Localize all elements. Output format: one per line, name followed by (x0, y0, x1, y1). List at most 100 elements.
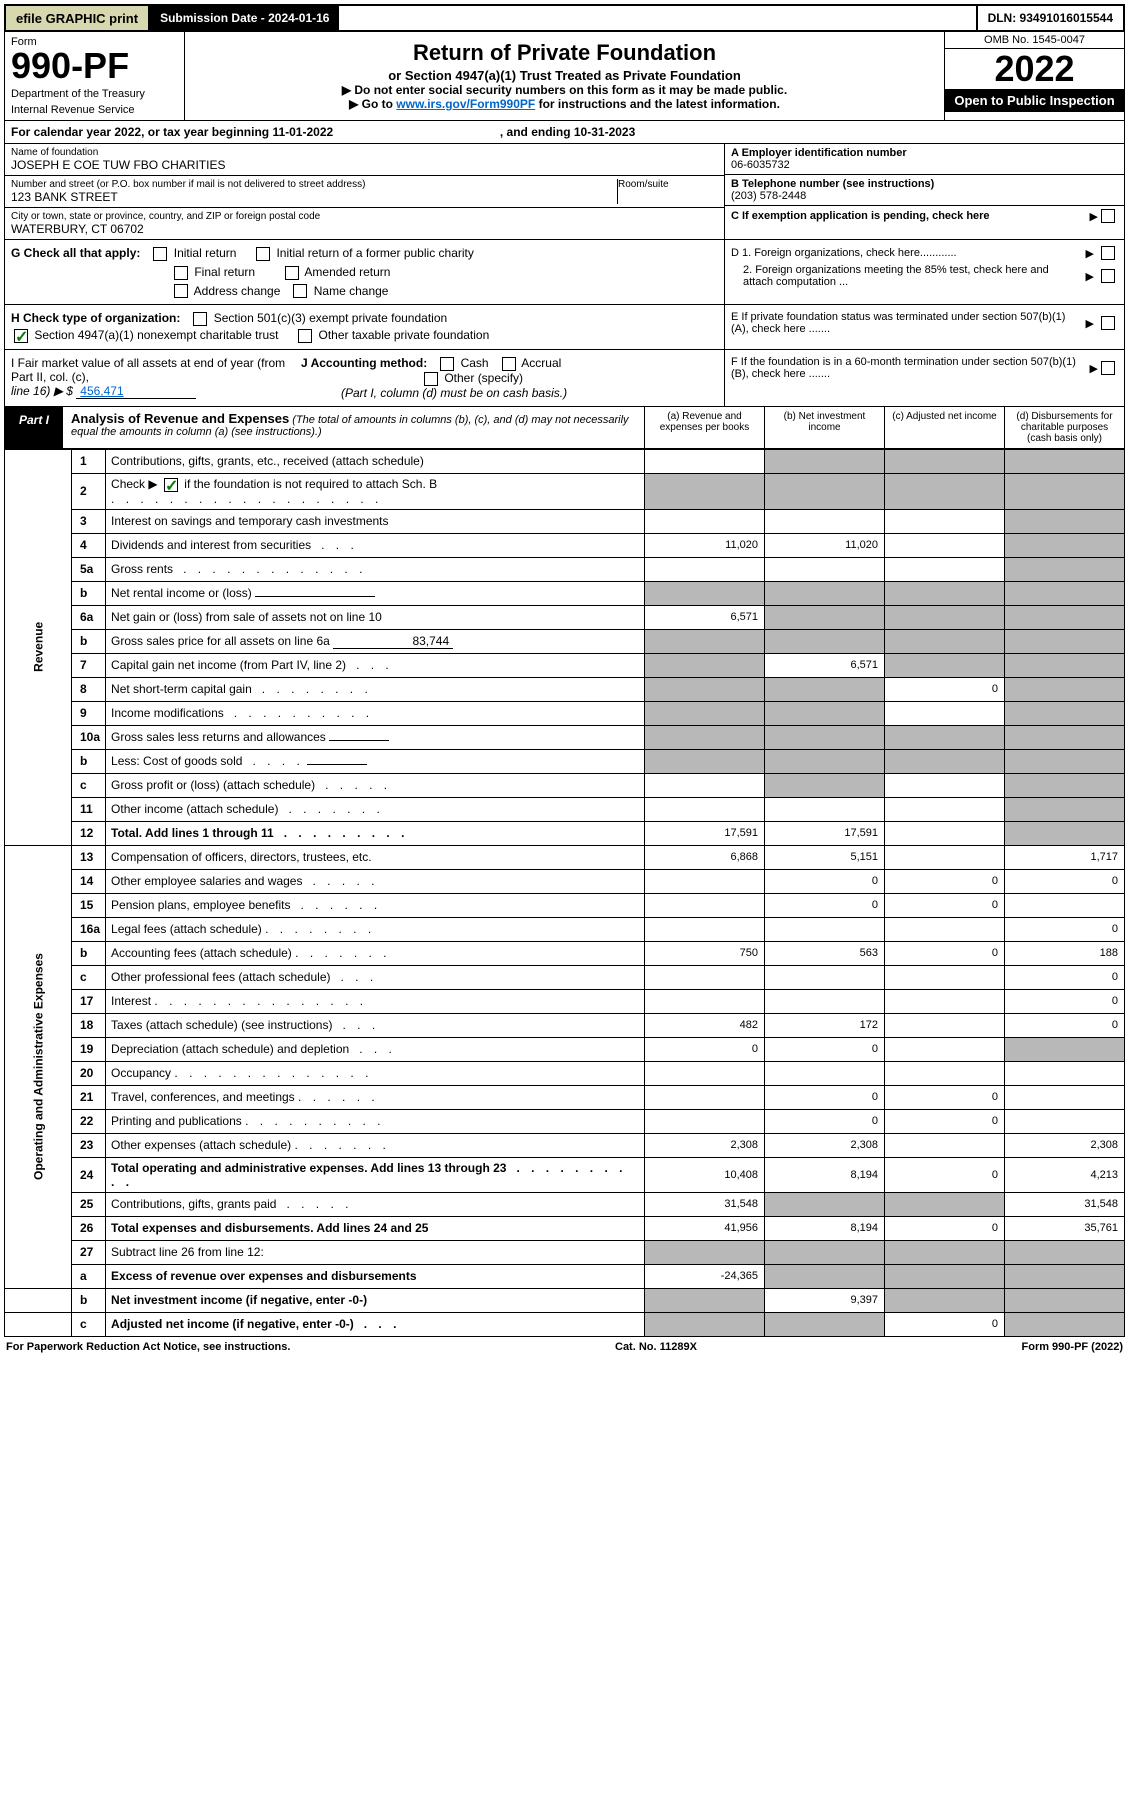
header-mid: Return of Private Foundation or Section … (185, 32, 944, 120)
section-g-d: G Check all that apply: Initial return I… (4, 240, 1125, 305)
d2-checkbox[interactable] (1101, 269, 1115, 283)
d1-checkbox[interactable] (1101, 246, 1115, 260)
addr-label: Number and street (or P.O. box number if… (11, 179, 617, 190)
topbar: efile GRAPHIC print Submission Date - 20… (4, 4, 1125, 32)
fmv-link[interactable]: 456,471 (76, 384, 196, 399)
j-other-checkbox[interactable] (424, 372, 438, 386)
topbar-spacer (339, 6, 975, 30)
d1-label: D 1. Foreign organizations, check here..… (731, 247, 1082, 259)
expenses-sidelabel: Operating and Administrative Expenses (5, 845, 72, 1288)
table-row: Operating and Administrative Expenses 13… (5, 845, 1125, 869)
table-row: 9Income modifications . . . . . . . . . … (5, 701, 1125, 725)
col-a-header: (a) Revenue and expenses per books (644, 407, 764, 448)
info-block: Name of foundation JOSEPH E COE TUW FBO … (4, 144, 1125, 240)
bullet-ssn: ▶ Do not enter social security numbers o… (193, 83, 936, 97)
table-row: 22Printing and publications . . . . . . … (5, 1109, 1125, 1133)
table-row: cAdjusted net income (if negative, enter… (5, 1312, 1125, 1336)
col-d-header: (d) Disbursements for charitable purpose… (1004, 407, 1124, 448)
irs-label: Internal Revenue Service (11, 104, 178, 116)
table-row: bNet rental income or (loss) (5, 581, 1125, 605)
part1-table: Revenue 1 Contributions, gifts, grants, … (4, 449, 1125, 1337)
dept-treasury: Department of the Treasury (11, 88, 178, 100)
j-cash-checkbox[interactable] (440, 357, 454, 371)
table-row: 10aGross sales less returns and allowanc… (5, 725, 1125, 749)
g-name-change-checkbox[interactable] (293, 284, 307, 298)
table-row: 18Taxes (attach schedule) (see instructi… (5, 1013, 1125, 1037)
tax-year-begin: 11-01-2022 (272, 125, 333, 139)
table-row: cOther professional fees (attach schedul… (5, 965, 1125, 989)
exemption-pending-checkbox[interactable] (1101, 209, 1115, 223)
footer-mid: Cat. No. 11289X (615, 1341, 697, 1353)
form-title: Return of Private Foundation (193, 40, 936, 66)
h-501c3-checkbox[interactable] (193, 312, 207, 326)
table-row: 15Pension plans, employee benefits . . .… (5, 893, 1125, 917)
table-row: 11Other income (attach schedule) . . . .… (5, 797, 1125, 821)
j-accrual-checkbox[interactable] (502, 357, 516, 371)
table-row: 19Depreciation (attach schedule) and dep… (5, 1037, 1125, 1061)
form-subtitle: or Section 4947(a)(1) Trust Treated as P… (193, 68, 936, 83)
table-row: 24Total operating and administrative exp… (5, 1157, 1125, 1192)
gross-sales-value: 83,744 (333, 634, 453, 649)
revenue-sidelabel: Revenue (5, 449, 72, 845)
table-row: 16aLegal fees (attach schedule) . . . . … (5, 917, 1125, 941)
g-initial-former-checkbox[interactable] (256, 247, 270, 261)
f-checkbox[interactable] (1101, 361, 1115, 375)
omb-number: OMB No. 1545-0047 (945, 32, 1124, 49)
table-row: aExcess of revenue over expenses and dis… (5, 1264, 1125, 1288)
e-checkbox[interactable] (1101, 316, 1115, 330)
table-row: cGross profit or (loss) (attach schedule… (5, 773, 1125, 797)
g-initial-return-checkbox[interactable] (153, 247, 167, 261)
ein-value: 06-6035732 (731, 159, 1118, 171)
foundation-name: JOSEPH E COE TUW FBO CHARITIES (11, 158, 718, 172)
table-row: bGross sales price for all assets on lin… (5, 629, 1125, 653)
efile-print-button[interactable]: efile GRAPHIC print (6, 6, 150, 30)
g-label: G Check all that apply: (11, 246, 140, 260)
table-row: bLess: Cost of goods sold . . . . (5, 749, 1125, 773)
g-amended-return-checkbox[interactable] (285, 266, 299, 280)
footer-left: For Paperwork Reduction Act Notice, see … (6, 1341, 290, 1353)
header-left: Form 990-PF Department of the Treasury I… (5, 32, 185, 120)
table-row: 6aNet gain or (loss) from sale of assets… (5, 605, 1125, 629)
f-label: F If the foundation is in a 60-month ter… (731, 356, 1090, 380)
j-note: (Part I, column (d) must be on cash basi… (341, 386, 567, 400)
h-label: H Check type of organization: (11, 311, 180, 325)
table-row: 7Capital gain net income (from Part IV, … (5, 653, 1125, 677)
part1-label: Part I (5, 407, 63, 448)
dln-label: DLN: 93491016015544 (976, 6, 1123, 30)
table-row: 8Net short-term capital gain . . . . . .… (5, 677, 1125, 701)
table-row: bAccounting fees (attach schedule) . . .… (5, 941, 1125, 965)
table-row: bNet investment income (if negative, ent… (5, 1288, 1125, 1312)
tax-year-end: 10-31-2023 (574, 125, 635, 139)
phone-value: (203) 578-2448 (731, 190, 1118, 202)
e-label: E If private foundation status was termi… (731, 311, 1082, 335)
room-label: Room/suite (618, 179, 718, 190)
part1-title: Analysis of Revenue and Expenses (71, 411, 289, 426)
part1-header: Part I Analysis of Revenue and Expenses … (4, 407, 1125, 449)
calendar-year-row: For calendar year 2022, or tax year begi… (4, 121, 1125, 144)
table-row: 14Other employee salaries and wages . . … (5, 869, 1125, 893)
col-b-header: (b) Net investment income (764, 407, 884, 448)
h-other-taxable-checkbox[interactable] (298, 329, 312, 343)
table-row: 25Contributions, gifts, grants paid . . … (5, 1192, 1125, 1216)
open-to-public: Open to Public Inspection (945, 89, 1124, 112)
phone-label: B Telephone number (see instructions) (731, 178, 1118, 190)
section-ij-f: I Fair market value of all assets at end… (4, 350, 1125, 407)
section-h-e: H Check type of organization: Section 50… (4, 305, 1125, 350)
tax-year: 2022 (945, 49, 1124, 89)
g-final-return-checkbox[interactable] (174, 266, 188, 280)
table-row: 23Other expenses (attach schedule) . . .… (5, 1133, 1125, 1157)
foundation-address: 123 BANK STREET (11, 190, 617, 204)
ein-label: A Employer identification number (731, 147, 1118, 159)
instructions-link[interactable]: www.irs.gov/Form990PF (396, 97, 535, 111)
foundation-city: WATERBURY, CT 06702 (11, 222, 718, 236)
table-row: 12Total. Add lines 1 through 11 . . . . … (5, 821, 1125, 845)
g-address-change-checkbox[interactable] (174, 284, 188, 298)
header-right: OMB No. 1545-0047 2022 Open to Public In… (944, 32, 1124, 120)
d2-label: 2. Foreign organizations meeting the 85%… (731, 264, 1082, 288)
sch-b-checkbox[interactable] (164, 478, 178, 492)
footer-right: Form 990-PF (2022) (1022, 1341, 1123, 1353)
h-4947-checkbox[interactable] (14, 329, 28, 343)
table-row: 20Occupancy . . . . . . . . . . . . . . (5, 1061, 1125, 1085)
footer: For Paperwork Reduction Act Notice, see … (4, 1337, 1125, 1357)
col-c-header: (c) Adjusted net income (884, 407, 1004, 448)
